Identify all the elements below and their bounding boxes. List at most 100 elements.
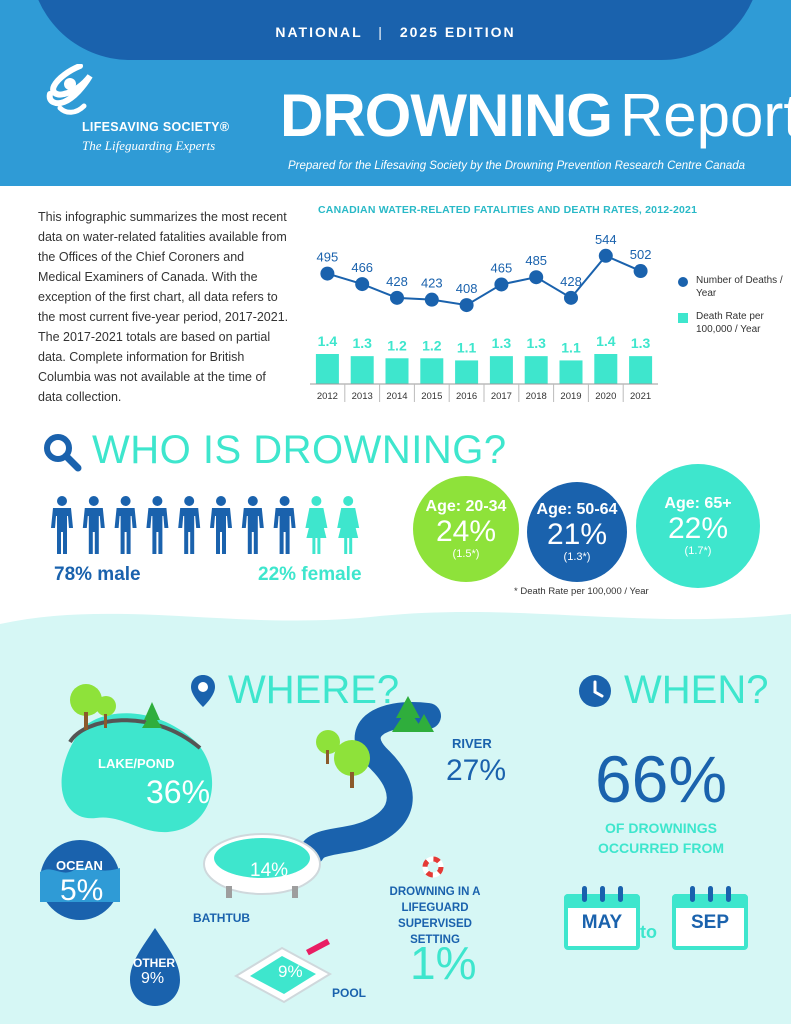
deaths-value-label: 423 [421, 276, 443, 291]
pool-illustration [233, 938, 333, 1004]
who-title: WHO IS DROWNING? [92, 428, 507, 472]
where-illustrations [40, 684, 441, 1006]
rate-value-label: 1.3 [492, 335, 512, 351]
female-figure-icon [337, 496, 360, 554]
x-tick-label: 2017 [491, 391, 512, 402]
deaths-point [424, 292, 439, 307]
age-label: Age: 65+ [664, 495, 732, 512]
report-header: NATIONAL | 2025 EDITION LIFESAVING SOCIE… [0, 0, 791, 186]
x-tick-label: 2016 [456, 391, 477, 402]
pool-percentage: 9% [278, 962, 303, 981]
male-figure-icon [273, 496, 296, 554]
legend-rate: Death Rate per 100,000 / Year [678, 310, 788, 336]
age-percent: 21% [546, 518, 608, 551]
edition-year: 2025 EDITION [399, 24, 516, 40]
when-description: OF DROWNINGS OCCURRED FROM [598, 820, 724, 856]
x-tick-label: 2020 [595, 391, 616, 402]
fatalities-chart: 495 466 428 423 408 465 485 428 544 502 1.4 1.3 1.2 1… [310, 232, 658, 402]
report-title: DROWNING Report [280, 84, 791, 148]
rate-value-label: 1.4 [318, 333, 338, 349]
deaths-value-label: 428 [386, 274, 408, 289]
deaths-value-label: 408 [456, 281, 478, 296]
magnifier-icon [44, 434, 82, 472]
male-figure-icon [210, 496, 232, 554]
calendar-sep: SEP [672, 886, 748, 950]
death-rate-footnote: * Death Rate per 100,000 / Year [514, 586, 649, 597]
male-percentage: 78% male [54, 564, 141, 585]
age-circle-50-64: Age: 50-64 21% (1.3*) [527, 482, 627, 582]
calendar-ring-icon [708, 886, 713, 902]
age-rate: (1.5*) [452, 548, 480, 560]
rate-value-label: 1.3 [526, 335, 546, 351]
lifeguard-setting-label: DROWNING IN A LIFEGUARD SUPERVISED SETTI… [389, 886, 481, 946]
deaths-value-label: 485 [525, 253, 547, 268]
deaths-point [494, 277, 509, 292]
male-figure-icon [114, 496, 137, 554]
ocean-label: OCEAN [56, 858, 103, 873]
rate-value-label: 1.1 [561, 339, 581, 355]
deaths-point [633, 264, 648, 279]
rate-bar [524, 356, 548, 384]
deaths-point [529, 270, 544, 285]
where-heading: WHERE? [190, 668, 399, 713]
male-figure-icon [241, 496, 264, 554]
rate-bar [629, 356, 653, 384]
deaths-point [459, 298, 474, 313]
rate-bar [455, 360, 479, 384]
x-tick-label: 2019 [560, 391, 581, 402]
rate-value-label: 1.2 [387, 337, 407, 353]
chart-legend: Number of Deaths / Year Death Rate per 1… [678, 274, 788, 346]
bathtub-illustration [203, 833, 321, 898]
ocean-percentage: 5% [60, 874, 104, 907]
deaths-point [598, 248, 613, 263]
x-tick-label: 2013 [352, 391, 373, 402]
when-heading: WHEN? [578, 668, 768, 713]
x-tick-label: 2015 [421, 391, 442, 402]
deaths-point [355, 277, 370, 292]
rate-value-label: 1.3 [352, 335, 372, 351]
calendar-month: SEP [690, 912, 730, 933]
bathtub-percentage: 14% [250, 860, 289, 881]
where-title: WHERE? [228, 668, 400, 712]
female-figure-icon [305, 496, 328, 554]
age-percent: 24% [435, 515, 497, 548]
rate-bar [420, 358, 444, 384]
calendar-ring-icon [618, 886, 623, 902]
calendar-ring-icon [582, 886, 587, 902]
age-rate: (1.3*) [563, 551, 591, 563]
intro-paragraph: This infographic summarizes the most rec… [38, 210, 289, 404]
deaths-value-label: 428 [560, 274, 582, 289]
female-percentage: 22% female [258, 564, 362, 585]
clock-icon [579, 674, 611, 707]
location-pin-icon [191, 674, 215, 707]
deaths-point [564, 290, 578, 305]
river-illustration [299, 696, 441, 865]
deaths-point [320, 266, 335, 281]
male-figure-icon [82, 496, 105, 554]
legend-deaths: Number of Deaths / Year [678, 274, 788, 300]
legend-dot-icon [678, 277, 688, 287]
lake-illustration [61, 684, 213, 833]
calendar-ring-icon [600, 886, 605, 902]
edition-scope: NATIONAL [275, 24, 363, 40]
ocean-illustration [40, 840, 120, 920]
rate-bar [315, 354, 339, 384]
when-title: WHEN? [624, 668, 769, 712]
rate-bar [489, 356, 513, 384]
age-percent: 22% [667, 512, 729, 545]
deaths-point [390, 290, 404, 305]
age-circle-20-34: Age: 20-34 24% (1.5*) [413, 476, 519, 582]
age-label: Age: 50-64 [536, 501, 618, 518]
chart-title: CANADIAN WATER-RELATED FATALITIES AND DE… [318, 204, 698, 216]
pool-label: POOL [332, 986, 367, 1000]
legend-deaths-label: Number of Deaths / Year [696, 275, 783, 299]
age-rate: (1.7*) [684, 545, 712, 557]
org-name: LIFESAVING SOCIETY® [82, 120, 230, 134]
report-title-main: DROWNING [280, 82, 613, 149]
deaths-value-label: 495 [317, 250, 339, 265]
x-tick-label: 2014 [386, 391, 407, 402]
other-label: OTHER [133, 956, 175, 970]
prepared-by: Prepared for the Lifesaving Society by t… [288, 160, 746, 172]
lifeguard-setting-percentage: 1% [410, 937, 477, 989]
rate-value-label: 1.4 [596, 333, 616, 349]
